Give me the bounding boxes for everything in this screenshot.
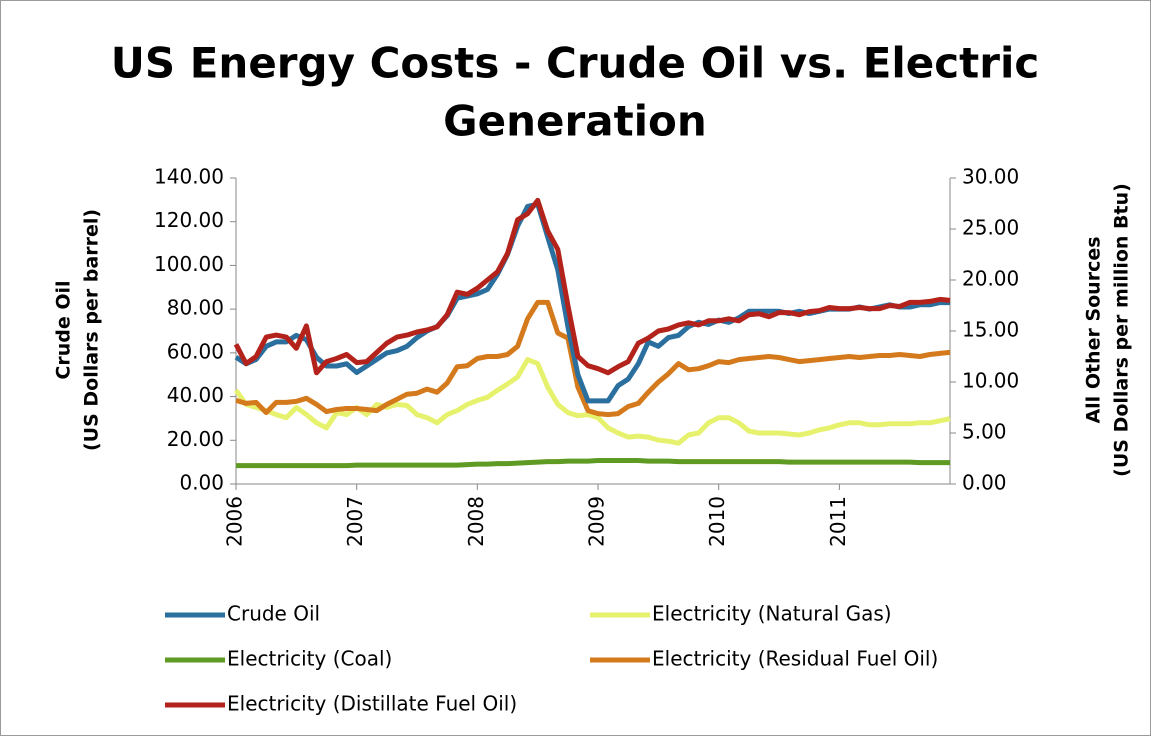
legend-label: Electricity (Residual Fuel Oil) — [652, 647, 938, 671]
y-tick-label: 140.00 — [154, 165, 224, 189]
y2-tick-label: 5.00 — [962, 420, 1007, 444]
chart-title: US Energy Costs - Crude Oil vs. Electric — [111, 39, 1040, 88]
y-tick-label: 20.00 — [167, 427, 224, 451]
series-line — [233, 197, 951, 376]
y2-tick-label: 10.00 — [962, 369, 1019, 393]
legend-label: Electricity (Natural Gas) — [652, 602, 892, 626]
x-tick-label: 2010 — [705, 496, 729, 547]
y2-tick-label: 0.00 — [962, 471, 1007, 495]
x-tick-label: 2009 — [585, 496, 609, 547]
x-tick-label: 2011 — [826, 496, 850, 547]
y2-tick-label: 25.00 — [962, 216, 1019, 240]
legend-label: Electricity (Distillate Fuel Oil) — [227, 692, 517, 716]
y-tick-label: 60.00 — [167, 339, 224, 363]
y2-axis-label-line: All Other Sources — [1083, 236, 1105, 423]
y-tick-label: 40.00 — [167, 383, 224, 407]
series-line — [236, 458, 950, 469]
y-axis-label-line: Crude Oil — [53, 280, 75, 379]
y-tick-label: 120.00 — [154, 208, 224, 232]
y2-tick-label: 20.00 — [962, 267, 1019, 291]
y2-axis-label: All Other Sources (US Dollars per millio… — [1083, 183, 1133, 477]
y2-tick-label: 30.00 — [962, 165, 1019, 189]
y-tick-label: 0.00 — [179, 471, 224, 495]
y-axis-label-line: (US Dollars per barrel) — [81, 209, 103, 451]
y-axis-label: Crude Oil (US Dollars per barrel) — [53, 209, 103, 451]
legend-label: Crude Oil — [227, 602, 320, 626]
chart-title: Generation — [443, 97, 707, 146]
y-tick-label: 80.00 — [167, 296, 224, 320]
legend-label: Electricity (Coal) — [227, 647, 392, 671]
x-tick-label: 2008 — [464, 496, 488, 547]
y-tick-label: 100.00 — [154, 252, 224, 276]
x-tick-label: 2007 — [343, 496, 367, 547]
y2-tick-label: 15.00 — [962, 318, 1019, 342]
y2-axis-label-line: (US Dollars per million Btu) — [1111, 183, 1133, 477]
x-tick-label: 2006 — [223, 496, 247, 547]
series-line — [235, 299, 951, 418]
